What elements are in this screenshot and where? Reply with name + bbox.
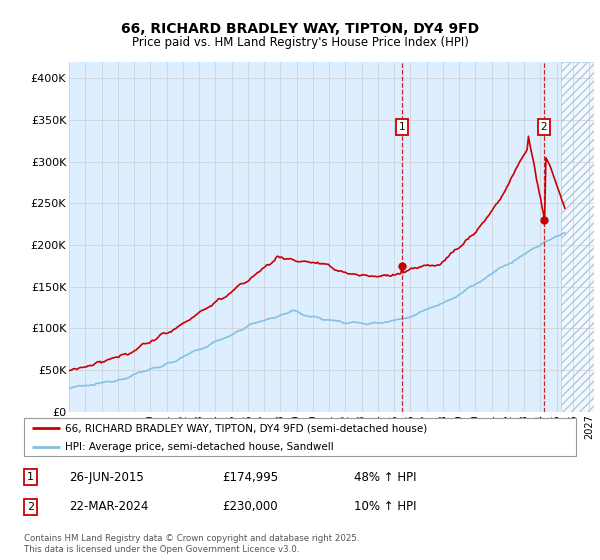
Text: £174,995: £174,995 — [222, 470, 278, 484]
Text: 66, RICHARD BRADLEY WAY, TIPTON, DY4 9FD (semi-detached house): 66, RICHARD BRADLEY WAY, TIPTON, DY4 9FD… — [65, 423, 428, 433]
Text: 2: 2 — [541, 122, 547, 132]
Text: £230,000: £230,000 — [222, 500, 278, 514]
Bar — [560, 62, 594, 412]
Bar — [560, 62, 594, 412]
Text: 1: 1 — [399, 122, 406, 132]
Bar — [560, 62, 594, 412]
Text: 22-MAR-2024: 22-MAR-2024 — [69, 500, 148, 514]
Text: HPI: Average price, semi-detached house, Sandwell: HPI: Average price, semi-detached house,… — [65, 442, 334, 452]
Text: 1: 1 — [27, 472, 34, 482]
Text: 10% ↑ HPI: 10% ↑ HPI — [354, 500, 416, 514]
Text: This data is licensed under the Open Government Licence v3.0.: This data is licensed under the Open Gov… — [24, 545, 299, 554]
Text: 48% ↑ HPI: 48% ↑ HPI — [354, 470, 416, 484]
Text: 26-JUN-2015: 26-JUN-2015 — [69, 470, 144, 484]
Text: 2: 2 — [27, 502, 34, 512]
Text: 66, RICHARD BRADLEY WAY, TIPTON, DY4 9FD: 66, RICHARD BRADLEY WAY, TIPTON, DY4 9FD — [121, 22, 479, 36]
Text: Price paid vs. HM Land Registry's House Price Index (HPI): Price paid vs. HM Land Registry's House … — [131, 36, 469, 49]
FancyBboxPatch shape — [24, 418, 576, 456]
Text: Contains HM Land Registry data © Crown copyright and database right 2025.: Contains HM Land Registry data © Crown c… — [24, 534, 359, 543]
